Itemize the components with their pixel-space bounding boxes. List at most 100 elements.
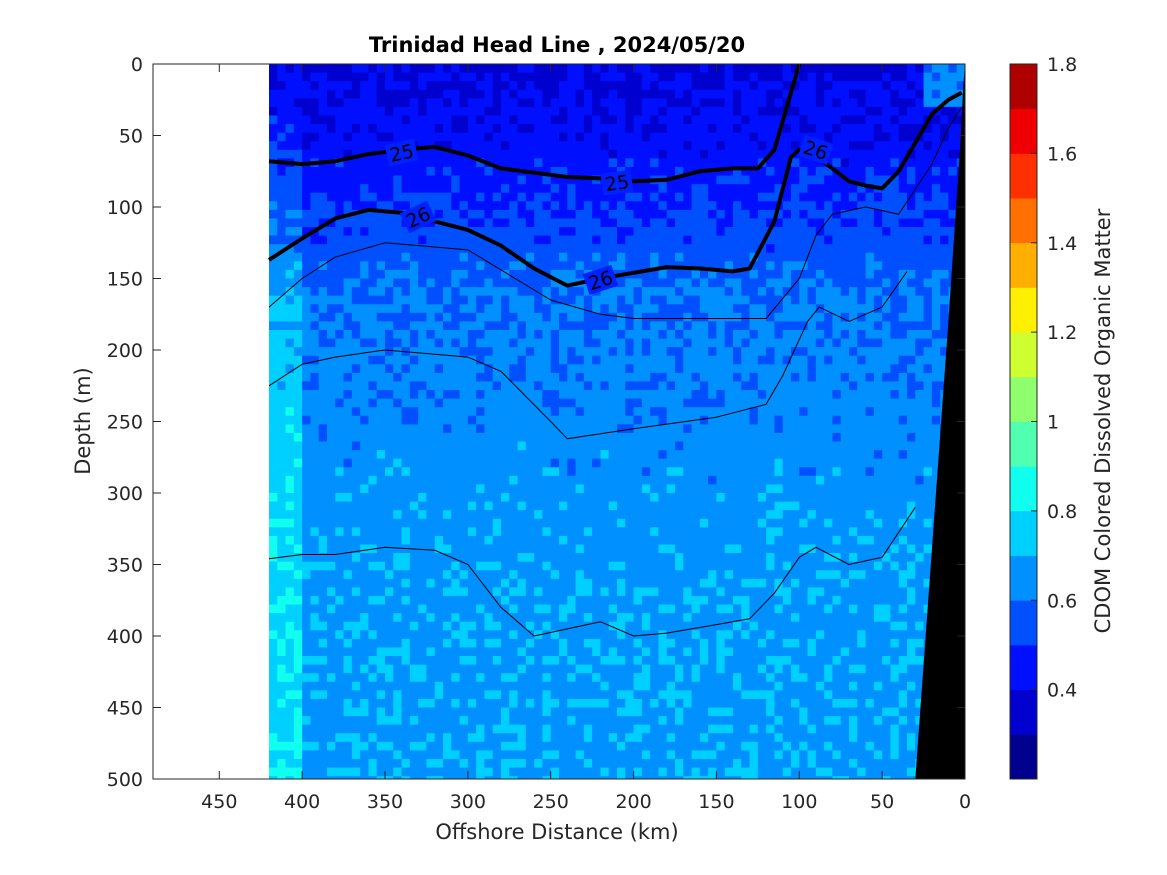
field-cell [269,132,278,142]
field-cell [608,613,618,623]
field-cell [625,578,635,588]
field-cell [542,681,552,691]
field-cell [525,175,535,185]
field-cell [691,656,701,666]
field-cell [401,450,411,460]
field-cell [451,561,461,571]
field-cell [443,347,452,357]
field-cell [583,656,593,666]
field-cell [459,716,469,726]
field-cell [459,72,469,82]
field-cell [385,287,394,297]
field-cell [351,235,361,245]
field-cell [600,561,610,571]
field-cell [567,758,577,769]
field-cell [675,604,684,614]
field-cell [434,184,444,194]
field-cell [343,227,353,237]
field-cell [583,424,593,434]
field-cell [393,390,403,400]
field-cell [542,535,552,546]
field-cell [683,364,693,374]
field-cell [741,321,751,331]
field-cell [269,415,278,425]
field-cell [443,72,452,82]
field-cell [318,252,328,262]
field-cell [733,638,742,649]
field-cell [302,72,312,82]
field-cell [318,733,328,743]
field-cell [459,561,469,571]
field-cell [335,235,345,245]
field-cell [318,458,328,468]
field-cell [318,398,328,408]
field-cell [492,587,502,597]
field-cell [583,467,593,477]
field-cell [542,570,552,580]
field-cell [285,312,295,322]
field-cell [285,707,295,717]
field-cell [733,493,742,503]
field-cell [542,493,552,503]
field-cell [741,89,751,99]
field-cell [509,355,519,365]
field-cell [368,81,378,91]
field-cell [542,390,552,400]
field-cell [459,587,469,597]
field-cell [401,106,411,117]
field-cell [492,458,502,468]
field-cell [401,484,411,494]
field-cell [683,304,693,314]
field-cell [277,175,287,185]
field-cell [443,621,452,631]
field-cell [418,484,428,494]
field-cell [733,595,742,606]
field-cell [451,158,461,168]
field-cell [633,570,643,580]
field-cell [542,124,552,134]
field-cell [650,681,660,691]
field-cell [633,707,643,717]
field-cell [277,124,287,134]
field-cell [683,235,693,245]
field-cell [467,415,477,425]
field-cell [559,81,568,91]
field-cell [716,158,726,168]
field-cell [426,261,436,271]
field-cell [724,235,734,245]
field-cell [724,647,734,657]
field-cell [683,475,693,486]
field-cell [625,733,635,743]
field-cell [277,733,287,743]
field-cell [658,681,668,691]
field-cell [368,201,378,211]
field-cell [467,192,477,202]
field-cell [368,613,378,623]
field-cell [351,587,361,597]
field-cell [567,321,577,331]
field-cell [517,664,527,674]
field-cell [351,338,361,348]
field-cell [368,424,378,434]
field-cell [434,450,444,460]
field-cell [733,398,742,408]
field-cell [418,432,428,443]
field-cell [335,158,345,168]
field-cell [360,656,370,666]
field-cell [675,535,684,546]
field-cell [575,544,585,554]
field-cell [269,535,278,546]
field-cell [716,544,726,554]
field-cell [691,381,701,391]
field-cell [492,733,502,743]
field-cell [683,372,693,383]
field-cell [343,587,353,597]
field-cell [476,595,486,606]
field-cell [451,390,461,400]
field-cell [509,467,519,477]
field-cell [467,261,477,271]
field-cell [749,767,759,777]
field-cell [509,750,519,760]
field-cell [691,544,701,554]
field-cell [293,493,303,503]
